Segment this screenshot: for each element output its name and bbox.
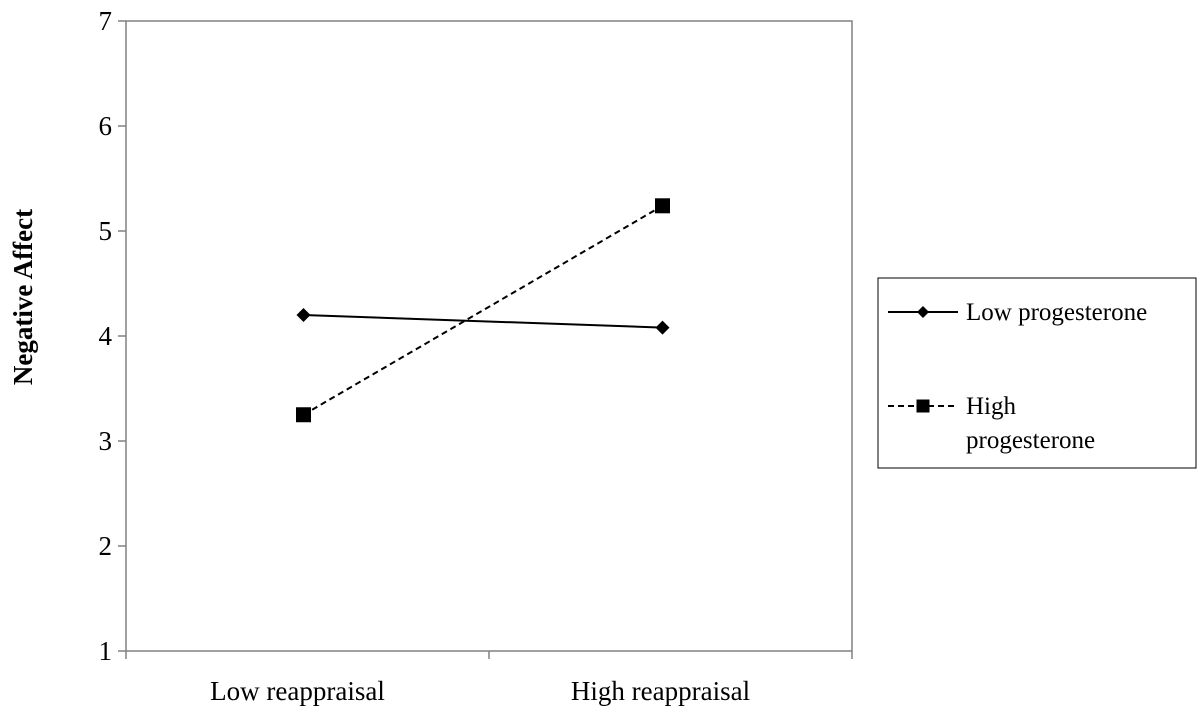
legend-entry: High progesterone (888, 393, 1095, 454)
diamond-marker (296, 308, 311, 322)
y-axis: 1 2 3 4 5 6 7 (99, 6, 126, 666)
legend-diamond-marker (917, 306, 929, 318)
diamond-marker (655, 320, 670, 335)
square-marker (296, 407, 311, 423)
legend-entry: Low progesterone (888, 299, 1147, 326)
legend-square-marker (916, 399, 930, 413)
legend-label: High (966, 393, 1017, 420)
plot-area (125, 20, 853, 652)
legend-label: Low progesterone (966, 299, 1147, 326)
series-line (303, 314, 663, 329)
y-axis-title: Negative Affect (8, 209, 38, 385)
x-tick-label: High reappraisal (571, 676, 750, 706)
y-tick-label: 2 (99, 531, 113, 561)
x-tick-label: Low reappraisal (210, 676, 385, 706)
series-low-progesterone (296, 308, 670, 335)
y-tick-label: 5 (99, 216, 113, 246)
x-axis: Low reappraisal High reappraisal (125, 651, 853, 706)
y-tick-label: 4 (99, 321, 113, 351)
y-tick-label: 3 (99, 426, 113, 456)
legend-box (877, 277, 1197, 469)
y-tick-label: 6 (99, 111, 113, 141)
series-layer (296, 198, 670, 423)
y-tick-label: 7 (99, 6, 113, 36)
series-high-progesterone (296, 198, 670, 423)
square-marker (655, 198, 670, 214)
y-tick-label: 1 (99, 636, 113, 666)
legend: Low progesterone High progesterone (877, 277, 1197, 469)
legend-label: progesterone (966, 427, 1095, 454)
